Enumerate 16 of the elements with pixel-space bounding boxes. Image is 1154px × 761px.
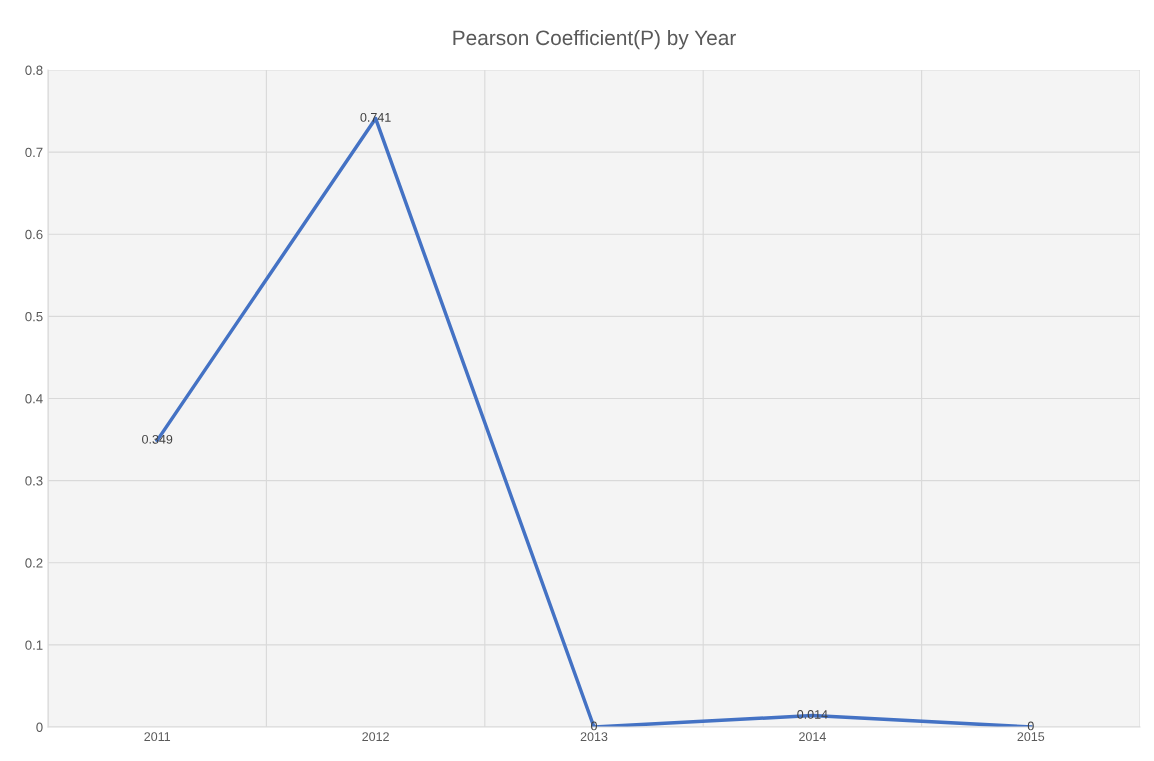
y-tick-label: 0.2 (25, 558, 43, 568)
chart-title: Pearson Coefficient(P) by Year (453, 29, 736, 50)
x-tick-label: 2012 (362, 732, 389, 742)
x-tick-label: 2011 (144, 732, 171, 742)
y-tick-label: 0.8 (25, 65, 43, 75)
y-tick-label: 0.5 (25, 311, 43, 322)
x-tick-label: 2013 (580, 732, 608, 742)
data-label: 0.741 (360, 112, 391, 122)
y-tick-label: 0.6 (25, 229, 43, 240)
y-tick-label: 0.7 (25, 147, 43, 158)
x-tick-label: 2015 (1017, 732, 1045, 742)
y-tick-label: 0.1 (25, 640, 43, 650)
y-tick-label: 0.4 (25, 394, 43, 404)
y-tick-label: 0 (36, 722, 43, 732)
x-tick-label: 2014 (799, 732, 826, 742)
y-tick-label: 0.3 (25, 476, 43, 486)
